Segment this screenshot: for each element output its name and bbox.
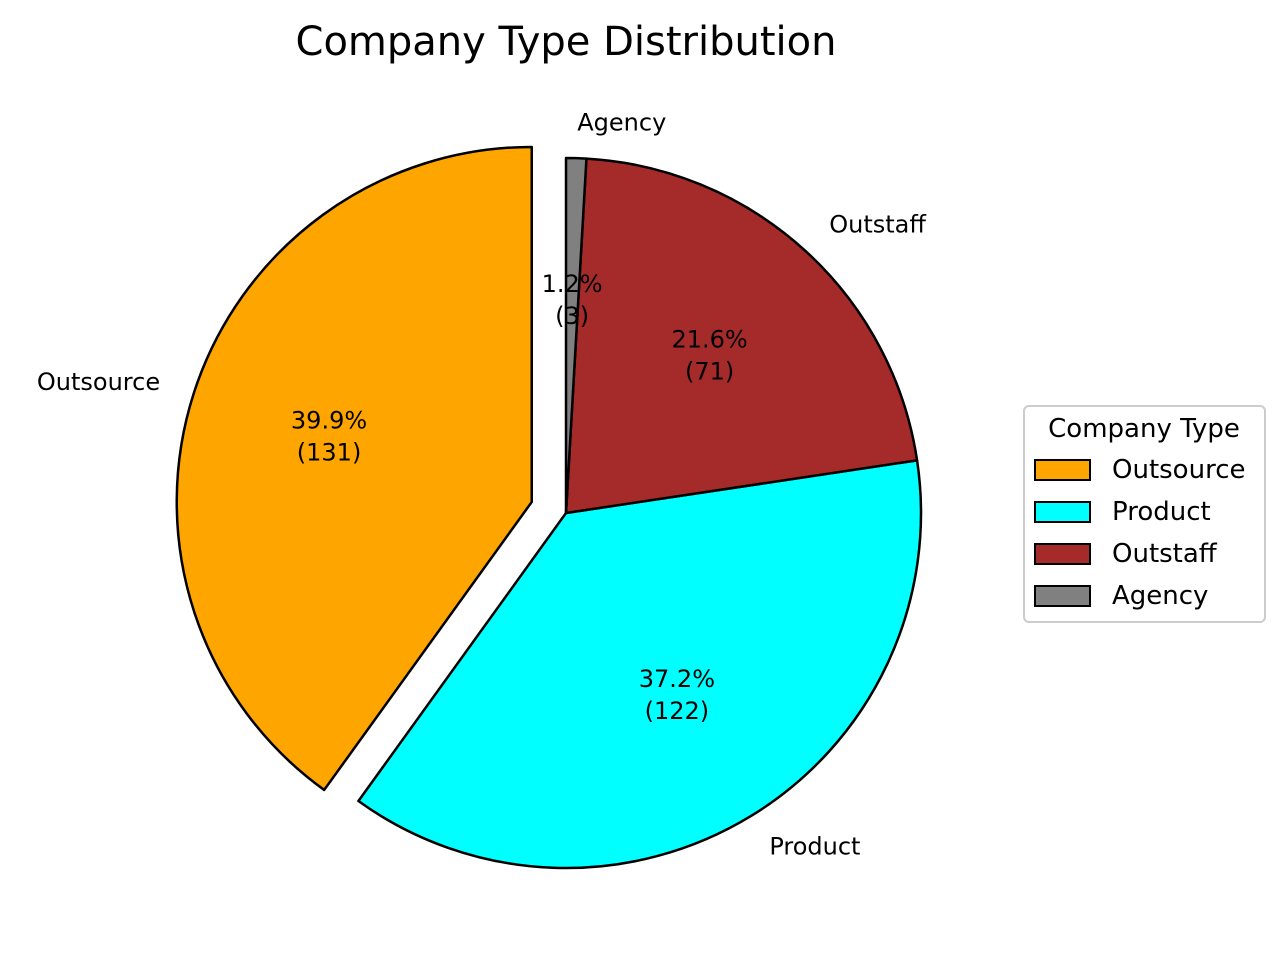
slice-count-outstaff: (71) xyxy=(685,358,734,386)
slice-label-product: Product xyxy=(769,832,860,860)
legend-swatch-agency xyxy=(1034,585,1091,607)
slice-percent-outsource: 39.9% xyxy=(291,407,367,435)
pie-slices xyxy=(175,145,923,870)
legend-title: Company Type xyxy=(1048,414,1240,444)
pie-labels: Outsource 39.9% (131) Product 37.2% (122) Outs… xyxy=(37,109,926,861)
slice-label-outstaff: Outstaff xyxy=(829,211,926,239)
slice-percent-product: 37.2% xyxy=(639,665,715,693)
legend-label-agency: Agency xyxy=(1112,581,1208,611)
legend-swatch-outstaff xyxy=(1034,543,1091,565)
slice-label-agency: Agency xyxy=(577,109,666,137)
pie-slice-agency xyxy=(564,156,588,515)
slice-count-agency: (3) xyxy=(555,302,589,330)
legend-label-outstaff: Outstaff xyxy=(1112,539,1218,569)
legend-label-product: Product xyxy=(1112,497,1211,527)
pie-slice-product xyxy=(357,459,923,870)
chart-title: Company Type Distribution xyxy=(296,19,837,65)
pie-slice-outsource xyxy=(175,145,533,792)
slice-percent-agency: 1.2% xyxy=(542,270,603,298)
slice-label-outsource: Outsource xyxy=(37,368,160,396)
pie-slice-outstaff xyxy=(564,157,919,515)
legend-swatch-product xyxy=(1034,501,1091,523)
legend-items: Outsource Product Outstaff Agency xyxy=(1034,455,1245,611)
legend-swatch-outsource xyxy=(1034,459,1091,481)
slice-count-product: (122) xyxy=(645,697,710,725)
slice-count-outsource: (131) xyxy=(297,439,362,467)
legend: Company Type Outsource Product Outstaff Age… xyxy=(1023,405,1266,623)
legend-label-outsource: Outsource xyxy=(1112,455,1245,485)
slice-percent-outstaff: 21.6% xyxy=(671,326,747,354)
